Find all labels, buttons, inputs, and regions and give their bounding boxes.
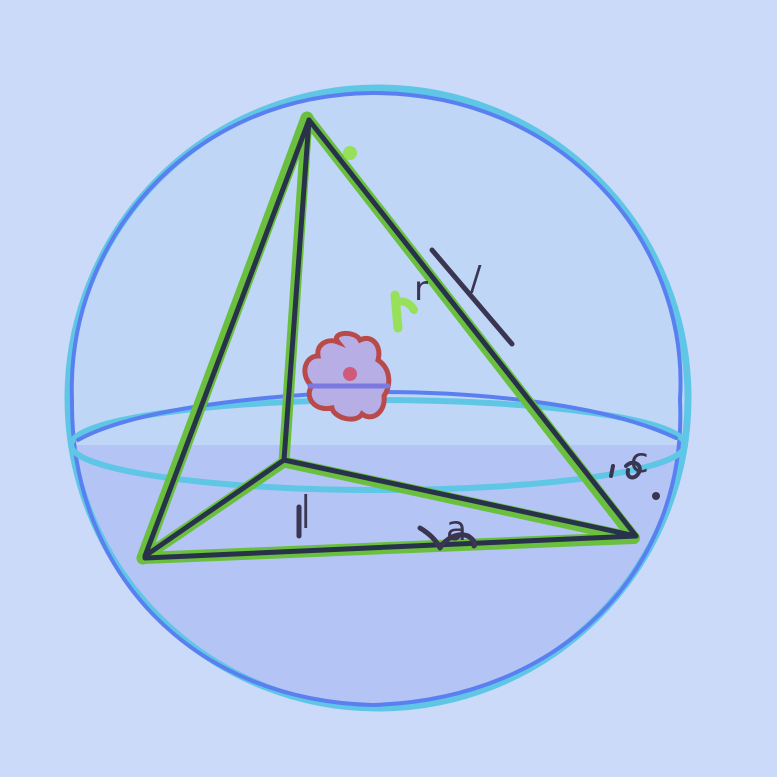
- edge-back-right: [281, 457, 639, 539]
- label-edge-tick: /: [470, 259, 482, 299]
- sphere-outline-inner: [69, 90, 683, 707]
- edge-apex-left: [142, 117, 312, 559]
- label-center-r: r: [414, 269, 428, 309]
- radius-mark: [390, 290, 418, 333]
- center-dot: [343, 367, 357, 381]
- right-scribble-marks: [609, 460, 660, 500]
- edge-tick-mark: [429, 247, 515, 347]
- edge-left-right: [142, 533, 639, 561]
- label-base-a: a: [446, 509, 467, 549]
- label-base-tick: |: [300, 489, 311, 529]
- sphere-outline-outer: [64, 84, 692, 712]
- label-right-c: c: [630, 441, 649, 481]
- edge-apex-back: [281, 117, 312, 463]
- edge-apex-right: [306, 117, 639, 539]
- apex-marker-dot: [343, 146, 357, 160]
- base-label-scribble: [417, 525, 478, 551]
- tetrahedron-edges: [142, 117, 639, 561]
- edge-left-back: [142, 457, 287, 559]
